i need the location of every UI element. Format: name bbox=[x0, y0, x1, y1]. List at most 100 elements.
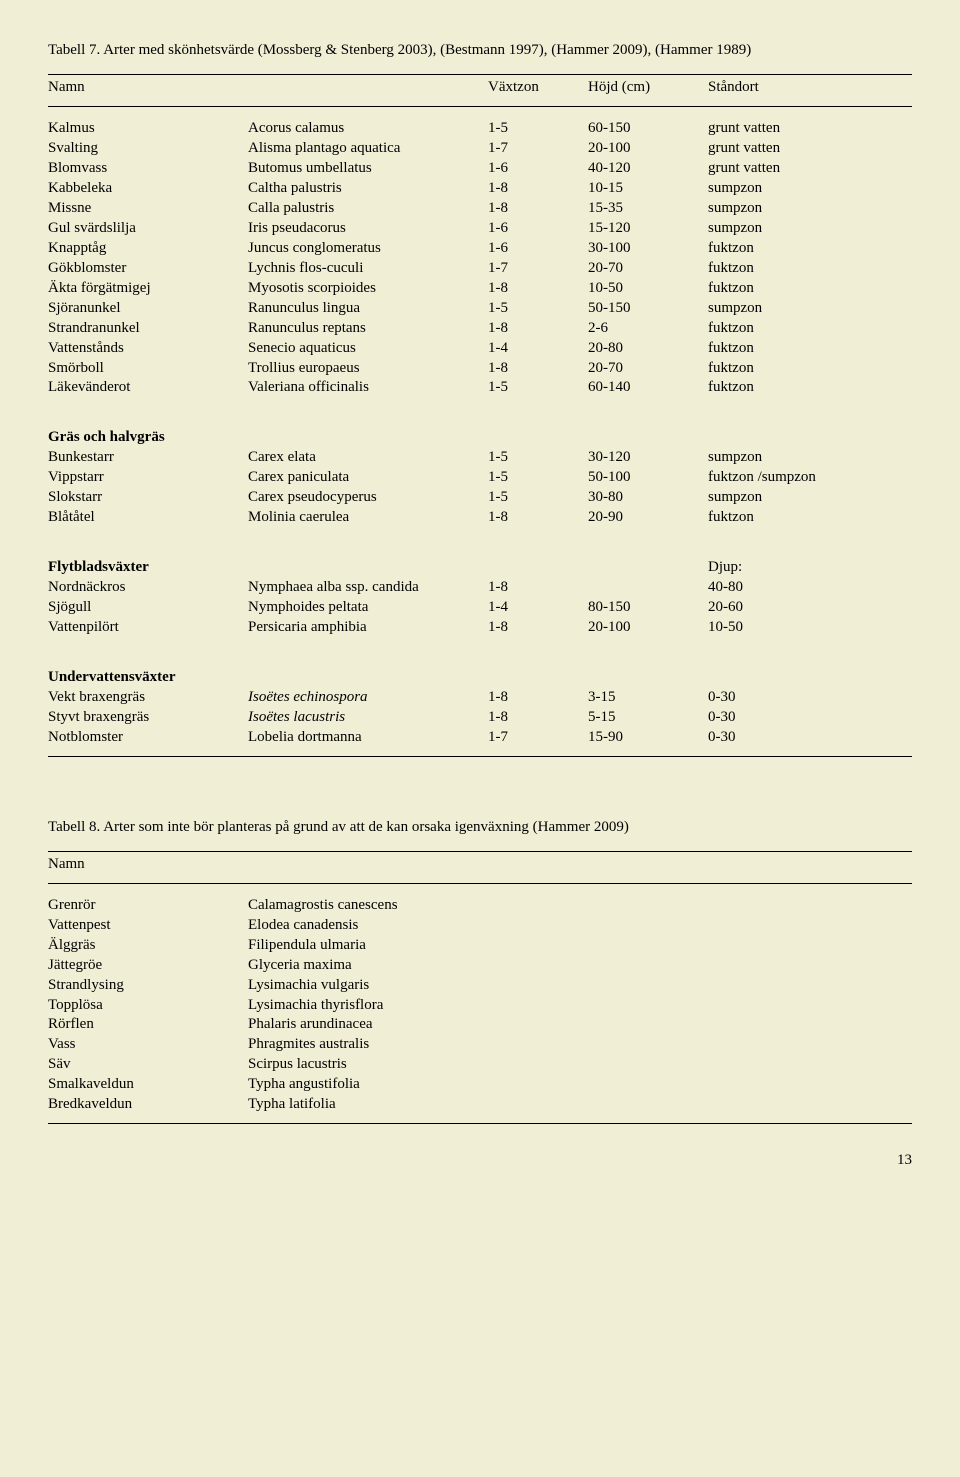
table-cell: Vattenpest bbox=[48, 916, 248, 936]
table-cell: Valeriana officinalis bbox=[248, 378, 488, 398]
table-row: StrandranunkelRanunculus reptans1-82-6fu… bbox=[48, 319, 912, 339]
table7-header-c3: Växtzon bbox=[488, 79, 588, 96]
table-cell: Svalting bbox=[48, 139, 248, 159]
table-cell: 30-120 bbox=[588, 448, 708, 468]
table7-group-c5header bbox=[708, 668, 868, 688]
table8-header-row: Namn bbox=[48, 852, 912, 883]
table-cell: Sjögull bbox=[48, 598, 248, 618]
table8-caption: Tabell 8. Arter som inte bör planteras p… bbox=[48, 817, 912, 837]
table-cell: 1-6 bbox=[488, 219, 588, 239]
table-cell: 10-15 bbox=[588, 179, 708, 199]
table-cell: 1-8 bbox=[488, 578, 588, 598]
table-cell: Jättegröe bbox=[48, 956, 248, 976]
table-row: GrenrörCalamagrostis canescens bbox=[48, 896, 912, 916]
table-cell: Vattenpilört bbox=[48, 618, 248, 638]
table-cell: grunt vatten bbox=[708, 119, 868, 139]
table7-body: KalmusAcorus calamus1-560-150grunt vatte… bbox=[48, 107, 912, 755]
table-cell: Säv bbox=[48, 1055, 248, 1075]
table-cell: grunt vatten bbox=[708, 139, 868, 159]
table7-group-label-row: Undervattensväxter bbox=[48, 654, 912, 688]
table-row: Styvt braxengräsIsoëtes lacustris1-85-15… bbox=[48, 708, 912, 728]
table-cell: 50-150 bbox=[588, 299, 708, 319]
table-cell: 10-50 bbox=[708, 618, 868, 638]
table7-header-row: Namn Växtzon Höjd (cm) Ståndort bbox=[48, 75, 912, 106]
table-cell: Grenrör bbox=[48, 896, 248, 916]
table8-body: GrenrörCalamagrostis canescensVattenpest… bbox=[48, 884, 912, 1123]
table-cell: 1-6 bbox=[488, 159, 588, 179]
table-cell: Phalaris arundinacea bbox=[248, 1015, 648, 1035]
table7-header-c5: Ståndort bbox=[708, 79, 868, 96]
table-cell: Blåtåtel bbox=[48, 508, 248, 528]
table-cell: fuktzon bbox=[708, 378, 868, 398]
table-row: VattenpestElodea canadensis bbox=[48, 916, 912, 936]
table-cell: fuktzon bbox=[708, 508, 868, 528]
table-cell: 1-8 bbox=[488, 319, 588, 339]
table-cell: sumpzon bbox=[708, 219, 868, 239]
table-cell: sumpzon bbox=[708, 299, 868, 319]
table-cell: Elodea canadensis bbox=[248, 916, 648, 936]
table-cell: 1-8 bbox=[488, 688, 588, 708]
table-cell: Notblomster bbox=[48, 728, 248, 748]
table-cell: 15-120 bbox=[588, 219, 708, 239]
table-cell: Knapptåg bbox=[48, 239, 248, 259]
table-cell: Scirpus lacustris bbox=[248, 1055, 648, 1075]
table-cell: Carex elata bbox=[248, 448, 488, 468]
table-cell: Gökblomster bbox=[48, 259, 248, 279]
table7-caption: Tabell 7. Arter med skönhetsvärde (Mossb… bbox=[48, 40, 912, 60]
table8-rule-bottom bbox=[48, 1123, 912, 1124]
table7-group-label-row: Gräs och halvgräs bbox=[48, 414, 912, 448]
table-cell: Isoëtes echinospora bbox=[248, 688, 488, 708]
table-cell: fuktzon /sumpzon bbox=[708, 468, 868, 488]
table-cell: 1-8 bbox=[488, 279, 588, 299]
table7-group-label: Flytbladsväxter bbox=[48, 558, 248, 578]
table-cell: Vekt braxengräs bbox=[48, 688, 248, 708]
table-cell: Carex pseudocyperus bbox=[248, 488, 488, 508]
table-cell: Äkta förgätmigej bbox=[48, 279, 248, 299]
table-cell: Strandlysing bbox=[48, 976, 248, 996]
table-cell: sumpzon bbox=[708, 488, 868, 508]
table-cell: 1-5 bbox=[488, 488, 588, 508]
table-row: SmörbollTrollius europaeus1-820-70fuktzo… bbox=[48, 359, 912, 379]
table-row: RörflenPhalaris arundinacea bbox=[48, 1015, 912, 1035]
table-cell: fuktzon bbox=[708, 259, 868, 279]
table-cell: Vass bbox=[48, 1035, 248, 1055]
table-cell: Bunkestarr bbox=[48, 448, 248, 468]
table7-group: KalmusAcorus calamus1-560-150grunt vatte… bbox=[48, 107, 912, 406]
table-cell: Phragmites australis bbox=[248, 1035, 648, 1055]
table-cell: 20-60 bbox=[708, 598, 868, 618]
table-cell: Persicaria amphibia bbox=[248, 618, 488, 638]
table-cell: 0-30 bbox=[708, 728, 868, 748]
table-cell: fuktzon bbox=[708, 319, 868, 339]
table-cell: Lysimachia thyrisflora bbox=[248, 996, 648, 1016]
table7-group-c5header bbox=[708, 428, 868, 448]
table-cell: Filipendula ulmaria bbox=[248, 936, 648, 956]
table-cell: Ranunculus lingua bbox=[248, 299, 488, 319]
table-row: NotblomsterLobelia dortmanna1-715-900-30 bbox=[48, 728, 912, 748]
table-row: SävScirpus lacustris bbox=[48, 1055, 912, 1075]
table-row: VattenståndsSenecio aquaticus1-420-80fuk… bbox=[48, 339, 912, 359]
table-cell: Rörflen bbox=[48, 1015, 248, 1035]
table-cell: 5-15 bbox=[588, 708, 708, 728]
table-cell: 1-5 bbox=[488, 448, 588, 468]
table7-header-c4: Höjd (cm) bbox=[588, 79, 708, 96]
table-cell: Strandranunkel bbox=[48, 319, 248, 339]
table-row: TopplösaLysimachia thyrisflora bbox=[48, 996, 912, 1016]
table-cell: Älggräs bbox=[48, 936, 248, 956]
table-cell bbox=[588, 578, 708, 598]
table-cell: 1-7 bbox=[488, 728, 588, 748]
table-row: SjögullNymphoides peltata1-480-15020-60 bbox=[48, 598, 912, 618]
table-row: KabbelekaCaltha palustris1-810-15sumpzon bbox=[48, 179, 912, 199]
table7-group-label-row: FlytbladsväxterDjup: bbox=[48, 544, 912, 578]
table-cell: 1-8 bbox=[488, 708, 588, 728]
table-cell: Kalmus bbox=[48, 119, 248, 139]
table-cell: 50-100 bbox=[588, 468, 708, 488]
table-row: ÄlggräsFilipendula ulmaria bbox=[48, 936, 912, 956]
table-row: KalmusAcorus calamus1-560-150grunt vatte… bbox=[48, 119, 912, 139]
table-cell: fuktzon bbox=[708, 279, 868, 299]
table-cell: 20-100 bbox=[588, 618, 708, 638]
table-cell: Styvt braxengräs bbox=[48, 708, 248, 728]
table-cell: 30-100 bbox=[588, 239, 708, 259]
table-row: SmalkaveldunTypha angustifolia bbox=[48, 1075, 912, 1095]
table-cell: 60-150 bbox=[588, 119, 708, 139]
table-cell: fuktzon bbox=[708, 339, 868, 359]
